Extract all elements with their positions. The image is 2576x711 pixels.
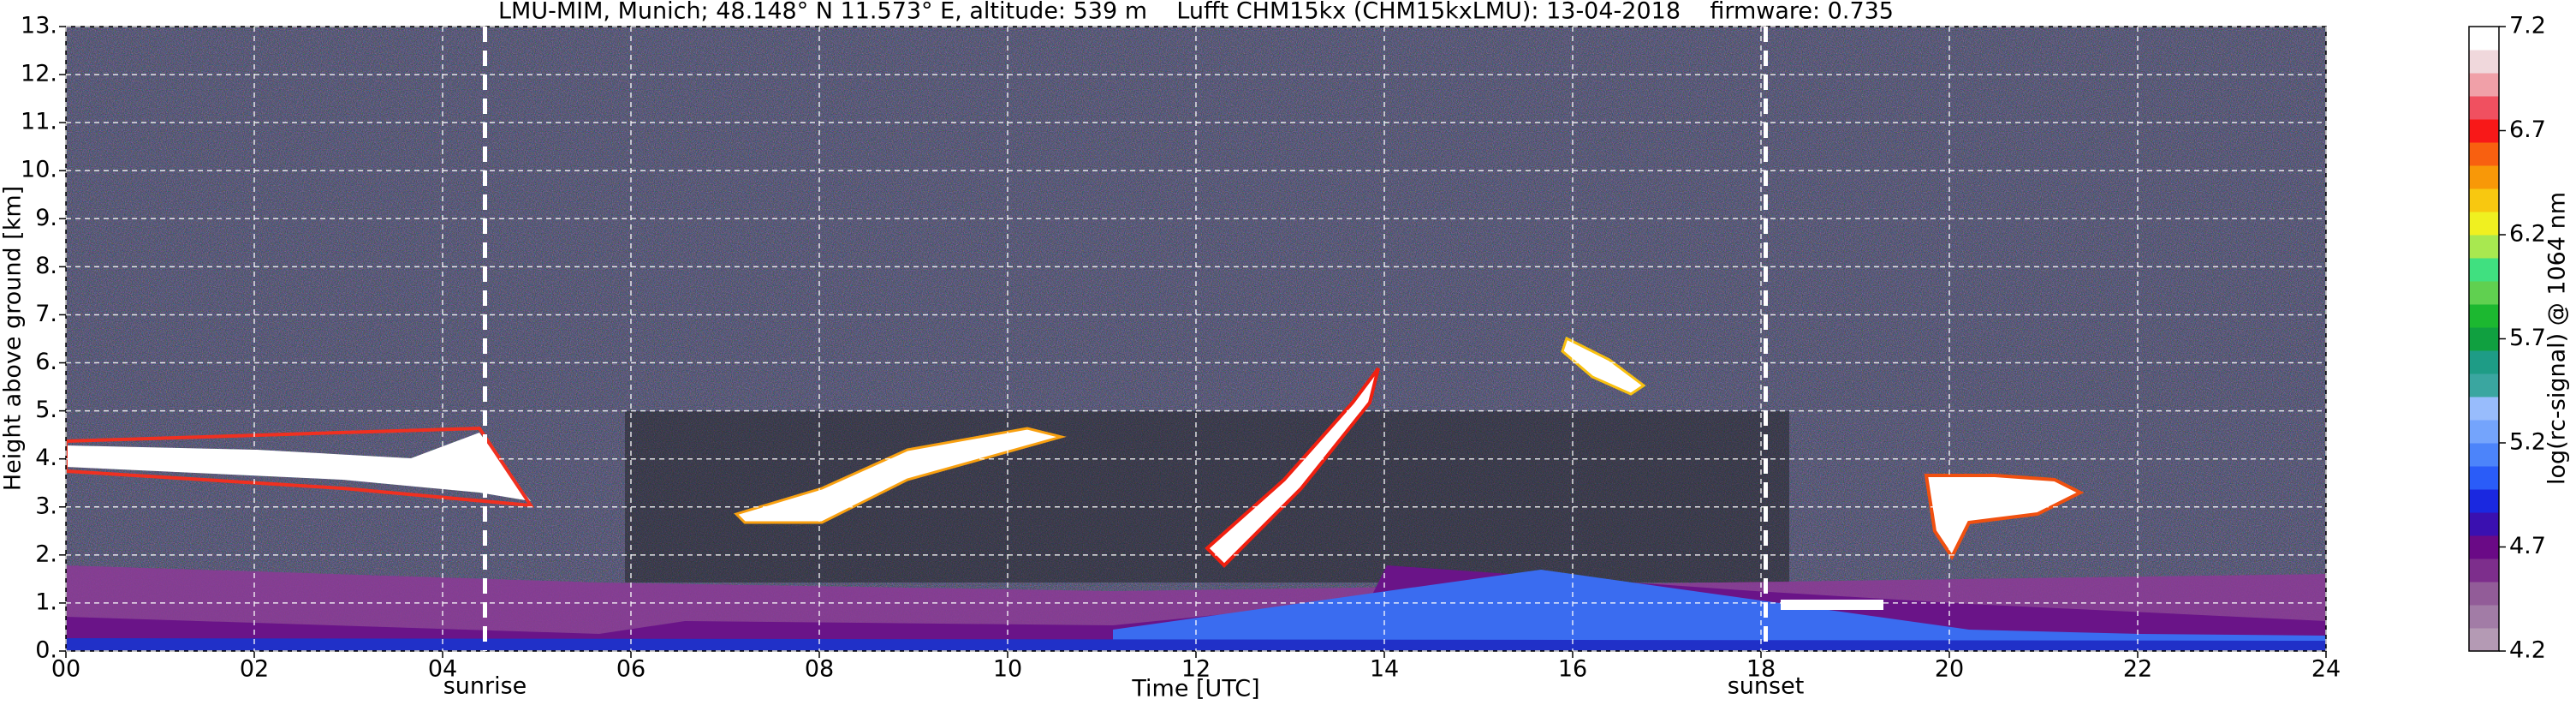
y-tick-label: 5. [35, 397, 57, 423]
colorbar-swatch [2469, 327, 2499, 351]
colorbar-swatch [2469, 27, 2499, 51]
colorbar-swatch [2469, 489, 2499, 513]
y-tick-label: 9. [35, 205, 57, 231]
y-tick-label: 11. [21, 109, 57, 135]
colorbar-tick-label: 4.7 [2509, 533, 2546, 559]
x-tick-label: 16 [1558, 656, 1587, 683]
colorbar-swatch [2469, 165, 2499, 189]
colorbar-swatch [2469, 628, 2499, 652]
x-tick-label: 22 [2123, 656, 2152, 683]
x-tick-label: 10 [993, 656, 1022, 683]
colorbar-swatch [2469, 281, 2499, 305]
colorbar-swatch [2469, 258, 2499, 282]
y-tick-label: 4. [35, 445, 57, 471]
y-tick-label: 10. [21, 157, 57, 183]
x-tick-label: 18 [1746, 656, 1776, 683]
colorbar-label: log(rc-signal) @ 1064 nm [2544, 192, 2571, 485]
colorbar-swatch [2469, 96, 2499, 120]
colorbar-tick-label: 5.2 [2509, 429, 2546, 456]
colorbar-swatch [2469, 443, 2499, 467]
colorbar-swatch [2469, 559, 2499, 583]
x-tick-label: 00 [51, 656, 80, 683]
colorbar-tick-label: 6.7 [2509, 117, 2546, 143]
y-tick-label: 8. [35, 253, 57, 279]
x-tick-label: 20 [1935, 656, 1964, 683]
x-tick-label: 04 [428, 656, 457, 683]
colorbar-swatch [2469, 512, 2499, 536]
chart-title: LMU-MIM, Munich; 48.148° N 11.573° E, al… [498, 0, 1894, 25]
colorbar-swatch [2469, 119, 2499, 143]
y-tick-label: 1. [35, 589, 57, 615]
colorbar-swatch [2469, 50, 2499, 74]
annotation-label: sunset [1728, 673, 1805, 700]
x-tick-label: 24 [2311, 656, 2341, 683]
colorbar-swatch [2469, 397, 2499, 421]
x-tick-label: 12 [1181, 656, 1211, 683]
x-tick-label: 14 [1370, 656, 1399, 683]
colorbar-swatch [2469, 466, 2499, 490]
colorbar-swatch [2469, 212, 2499, 236]
x-axis-label: Time [UTC] [1131, 676, 1259, 702]
y-tick-label: 0. [35, 637, 57, 664]
y-tick-label: 13. [21, 13, 57, 39]
y-tick-label: 2. [35, 541, 57, 567]
colorbar-swatch [2469, 188, 2499, 212]
colorbar-swatch [2469, 373, 2499, 397]
y-tick-label: 7. [35, 301, 57, 327]
colorbar-tick-label: 5.7 [2509, 325, 2546, 351]
colorbar-swatch [2469, 420, 2499, 444]
y-tick-label: 6. [35, 349, 57, 375]
colorbar-swatch [2469, 73, 2499, 97]
colorbar-swatch [2469, 304, 2499, 328]
x-tick-label: 06 [616, 656, 645, 683]
colorbar-swatch [2469, 535, 2499, 559]
colorbar-swatch [2469, 605, 2499, 629]
colorbar-swatch [2469, 142, 2499, 166]
colorbar-tick-label: 7.2 [2509, 13, 2546, 39]
colorbar-tick-label: 6.2 [2509, 221, 2546, 248]
x-tick-label: 08 [805, 656, 834, 683]
y-tick-label: 3. [35, 493, 57, 519]
colorbar-swatch [2469, 582, 2499, 606]
x-tick-label: 02 [240, 656, 269, 683]
annotation-label: sunrise [443, 673, 527, 700]
colorbar-swatch [2469, 350, 2499, 374]
colorbar-swatch [2469, 235, 2499, 259]
colorbar-tick-label: 4.2 [2509, 637, 2546, 664]
y-axis-label: Height above ground [km] [0, 186, 27, 491]
y-tick-label: 12. [21, 61, 57, 87]
